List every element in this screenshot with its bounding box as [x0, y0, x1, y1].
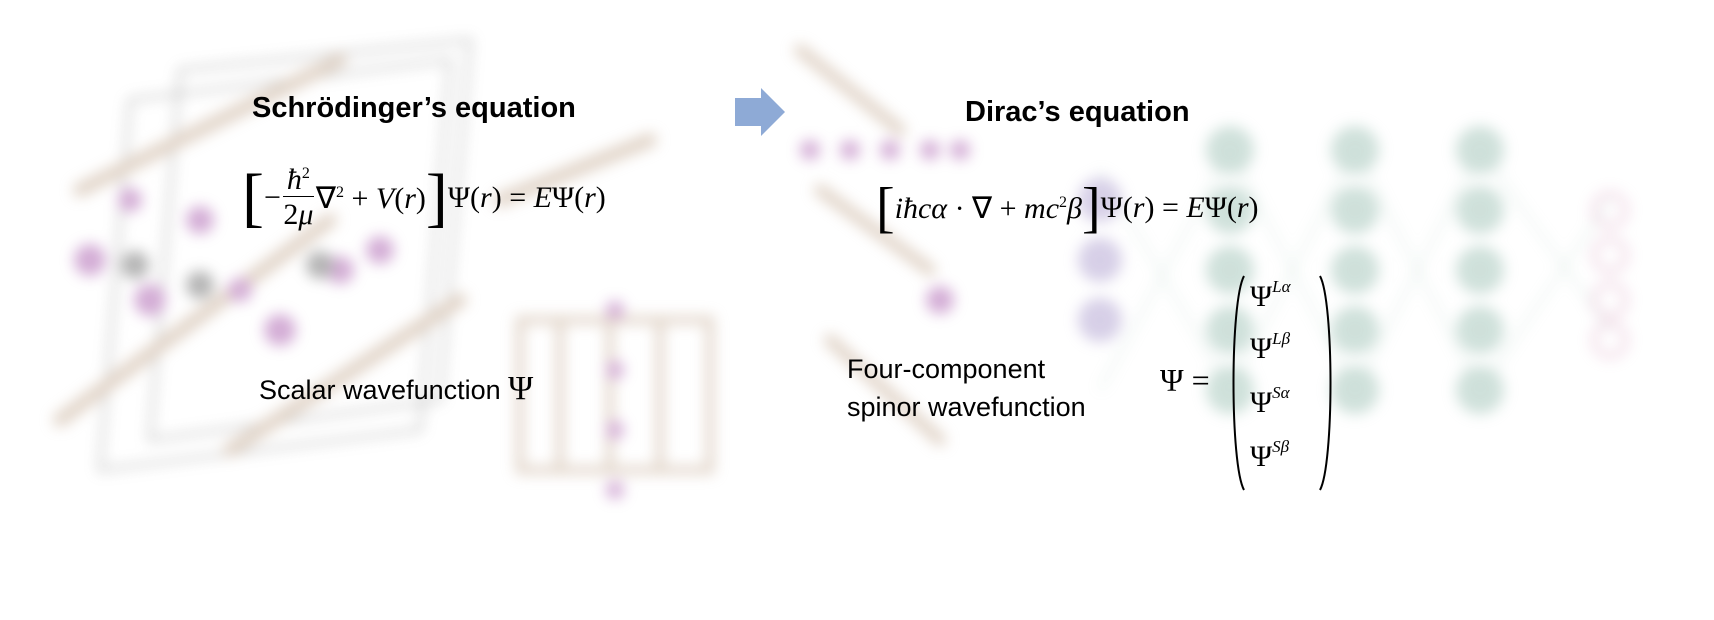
molecule-right-top — [794, 44, 946, 446]
spinor-lhs: Ψ = — [1160, 362, 1210, 398]
molecule-chains-left — [53, 53, 657, 457]
right-arrow-icon — [735, 88, 785, 136]
scalar-wavefunction-label: Scalar wavefunction Ψ — [259, 365, 533, 413]
neural-network — [1206, 126, 1504, 414]
metal-atoms-left — [121, 251, 334, 299]
spinor-component-2: ΨLβ — [1250, 329, 1291, 365]
scalar-wavefunction-text: Scalar wavefunction — [259, 375, 501, 405]
spinor-wavefunction-label: Four-component spinor wavefunction — [847, 350, 1086, 427]
dirac-equation: [iħcα · ∇ + mc2β]Ψ(r) = EΨ(r) — [876, 177, 1259, 239]
schrodinger-title: Schrödinger’s equation — [252, 92, 576, 124]
spinor-component-3-sup: Sα — [1272, 383, 1290, 402]
spinor-matrix-brackets — [1232, 275, 1332, 491]
lattice-left — [516, 316, 714, 474]
atoms-left — [74, 188, 394, 346]
spinor-component-1-sup: Lα — [1272, 277, 1291, 296]
spinor-component-1: ΨLα — [1250, 277, 1291, 313]
dirac-title: Dirac’s equation — [965, 96, 1190, 128]
network-inputs — [1078, 178, 1122, 342]
spinor-component-4: ΨSβ — [1250, 437, 1290, 473]
spinor-label-line1: Four-component — [847, 354, 1046, 384]
spinor-component-3: ΨSα — [1250, 383, 1290, 419]
crystal-structure-left — [98, 38, 472, 472]
psi-symbol: Ψ — [508, 370, 534, 407]
network-outputs — [1592, 192, 1628, 358]
spinor-component-4-sup: Sβ — [1272, 437, 1290, 456]
spinor-component-2-sup: Lβ — [1272, 329, 1291, 348]
spinor-label-line2: spinor wavefunction — [847, 392, 1086, 423]
schrodinger-equation: [− ħ2 2μ ∇2 + V(r)]Ψ(r) = EΨ(r) — [242, 161, 606, 234]
